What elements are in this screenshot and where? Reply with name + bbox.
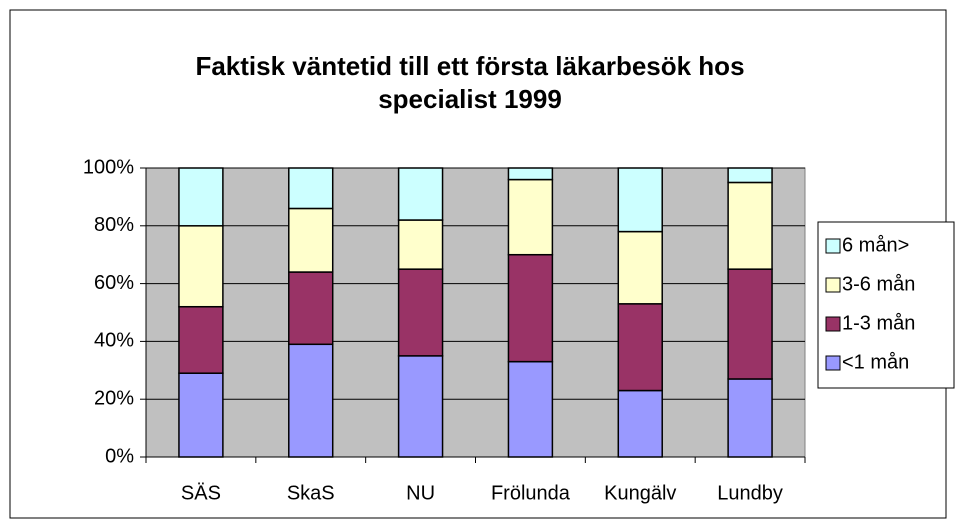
bar-segment bbox=[288, 207, 334, 273]
bar-segment bbox=[178, 372, 224, 458]
legend-swatch bbox=[825, 277, 841, 293]
x-tick-label: Kungälv bbox=[604, 482, 676, 504]
bar-segment bbox=[507, 360, 554, 458]
legend-swatch bbox=[825, 316, 841, 332]
bar-segment bbox=[727, 378, 773, 458]
legend-box bbox=[817, 221, 955, 389]
y-tick-label: 60% bbox=[94, 272, 134, 294]
bar-segment bbox=[178, 167, 224, 227]
y-tick-label: 40% bbox=[94, 330, 134, 352]
bar-segment bbox=[727, 181, 773, 270]
bar-segment bbox=[288, 167, 334, 210]
legend-label: 1-3 mån bbox=[842, 312, 915, 334]
bar-segment bbox=[397, 219, 444, 270]
bar-segment bbox=[178, 305, 224, 374]
y-tick-label: 100% bbox=[83, 156, 134, 178]
x-tick-label: SÄS bbox=[181, 482, 221, 504]
bar-segment bbox=[507, 167, 554, 181]
chart-title: Faktisk väntetid till ett första läkarbe… bbox=[195, 51, 745, 114]
bar-segment bbox=[617, 230, 663, 305]
y-tick-label: 20% bbox=[94, 387, 134, 409]
x-tick-label: Lundby bbox=[717, 482, 783, 504]
bar-segment bbox=[727, 167, 773, 184]
bar-segment bbox=[178, 225, 224, 308]
bar-segment bbox=[617, 303, 663, 392]
bar-segment bbox=[507, 178, 554, 256]
bar-segment bbox=[288, 343, 334, 458]
plot-area bbox=[145, 167, 806, 458]
legend-label: 3-6 mån bbox=[842, 273, 915, 295]
bar-segment bbox=[617, 167, 663, 233]
y-tick-label: 80% bbox=[94, 214, 134, 236]
bar-segment bbox=[397, 167, 444, 221]
legend-swatch bbox=[825, 355, 841, 371]
bar-segment bbox=[397, 355, 444, 458]
x-tick-label: SkaS bbox=[287, 482, 335, 504]
bar-segment bbox=[617, 389, 663, 458]
bar-segment bbox=[288, 271, 334, 346]
bar-segment bbox=[727, 268, 773, 380]
x-tick-label: NU bbox=[406, 482, 435, 504]
y-tick-label: 0% bbox=[105, 445, 134, 467]
bar-segment bbox=[397, 268, 444, 357]
legend-label: 6 mån> bbox=[842, 234, 909, 256]
x-tick-label: Frölunda bbox=[491, 482, 571, 504]
legend-swatch bbox=[825, 238, 841, 254]
legend-label: <1 mån bbox=[842, 351, 909, 373]
bar-segment bbox=[507, 253, 554, 363]
